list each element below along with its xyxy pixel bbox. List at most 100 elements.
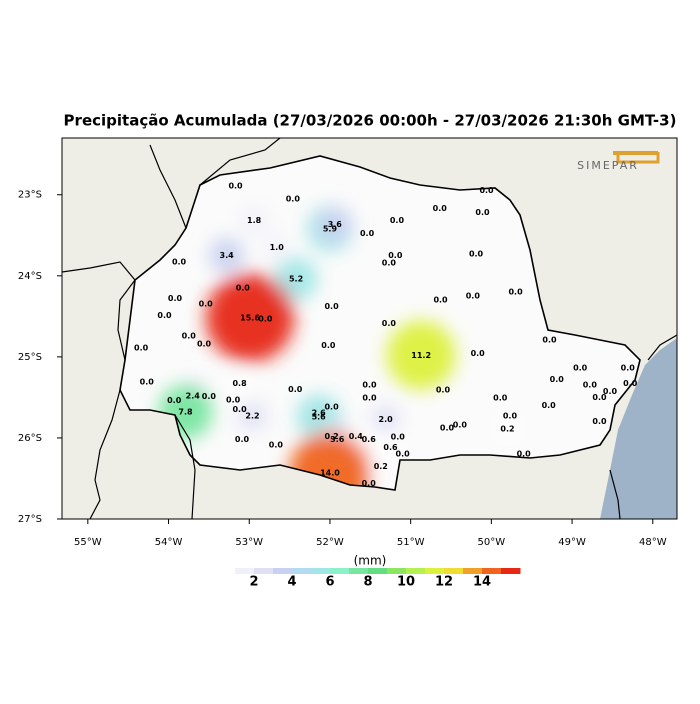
station-value: 0.0 (182, 331, 197, 340)
station-value: 3.6 (328, 220, 343, 229)
station-value: 0.6 (362, 435, 377, 444)
station-value: 0.0 (288, 385, 303, 394)
station-value: 7.8 (178, 407, 193, 416)
station-value: 3.6 (330, 435, 345, 444)
station-value: 0.2 (324, 432, 338, 441)
colorbar-swatch (216, 568, 236, 574)
x-tick-label: 49°W (558, 537, 586, 548)
precip-blob (274, 257, 318, 301)
station-value: 0.0 (573, 364, 588, 373)
x-tick-label: 50°W (478, 537, 506, 548)
x-tick-label: 51°W (397, 537, 425, 548)
precip-blob (289, 431, 371, 490)
precip-blob (227, 371, 252, 396)
x-tick-label: 55°W (74, 537, 102, 548)
station-value: 0.0 (197, 339, 212, 348)
station-value: 0.0 (226, 395, 241, 404)
x-tick-label: 54°W (155, 537, 183, 548)
station-value: 0.0 (592, 393, 607, 402)
logo-mark (616, 152, 660, 164)
station-value: 0.0 (440, 424, 455, 433)
logo-text: SIMEPAR (577, 159, 639, 172)
station-value: 0.0 (286, 194, 301, 203)
precip-blob (371, 404, 401, 434)
precip-blob (237, 401, 268, 431)
precip-blob (370, 455, 392, 477)
station-value: 0.0 (453, 420, 468, 429)
station-value: 5.9 (323, 224, 338, 233)
station-value: 0.0 (324, 302, 339, 311)
frame (61, 137, 678, 520)
station-value: 0.0 (382, 319, 397, 328)
station-value: 0.0 (321, 341, 336, 350)
station-value: 0.0 (542, 335, 557, 344)
station-value: 0.0 (592, 417, 607, 426)
colorbar-swatch (406, 568, 426, 574)
station-value: 0.0 (621, 364, 636, 373)
station-value: 0.6 (383, 443, 398, 452)
station-value: 0.0 (479, 186, 494, 195)
station-value: 0.0 (258, 314, 273, 323)
precip-blob (386, 320, 456, 390)
colorbar-swatch (254, 568, 274, 574)
station-value: 5.6 (312, 412, 327, 421)
colorbar-swatch (444, 568, 464, 574)
station-value: 0.0 (503, 412, 518, 421)
station-value: 0.0 (228, 181, 243, 190)
y-tick-label: 26°S (18, 433, 42, 444)
colorbar-tick-label: 6 (325, 575, 334, 590)
precip-shading (158, 205, 518, 490)
station-labels: 0.00.01.85.93.61.03.40.05.20.00.00.00.0 1… (132, 130, 637, 488)
colorbar-swatch (235, 568, 255, 574)
station-value: 11.2 (411, 351, 431, 360)
map-area: 0.00.01.85.93.61.03.40.05.20.00.00.00.0 1… (62, 130, 677, 519)
logo: SIMEPAR (577, 151, 660, 172)
station-value: 0.0 (362, 381, 377, 390)
colorbar-tick-label: 2 (249, 575, 258, 590)
station-value: 0.0 (174, 130, 189, 139)
colorbar-swatch (349, 568, 369, 574)
station-value: 0.0 (469, 249, 484, 258)
y-tick-label: 27°S (18, 514, 42, 525)
colorbar-swatch (501, 568, 521, 574)
precip-blob (379, 436, 402, 459)
station-value: 14.0 (320, 468, 340, 477)
station-value: 0.0 (493, 394, 508, 403)
precip-blob (316, 206, 353, 243)
station-value: 0.8 (232, 379, 247, 388)
station-value: 0.0 (436, 386, 451, 395)
station-value: 1.8 (247, 216, 262, 225)
station-value: 0.0 (382, 258, 397, 267)
station-value: 0.0 (542, 401, 557, 410)
x-tick-label: 52°W (316, 537, 344, 548)
station-value: 0.2 (500, 425, 514, 434)
station-value: 0.0 (134, 343, 149, 352)
colorbar-swatch (273, 568, 293, 574)
station-value: 0.0 (583, 381, 598, 390)
station-value: 0.0 (390, 216, 405, 225)
station-value: 2.0 (379, 415, 394, 424)
colorbar: 2 4 6 8 10 12 14 (216, 568, 521, 590)
colorbar-tick-label: 10 (397, 575, 415, 590)
colorbar-swatch (482, 568, 502, 574)
station-value: 0.0 (517, 450, 532, 459)
station-value: 0.0 (433, 204, 448, 213)
station-value: 0.0 (140, 378, 155, 387)
station-value: 0.0 (433, 296, 448, 305)
station-value: 0.0 (550, 375, 565, 384)
station-value: 3.4 (220, 251, 235, 260)
station-value: 0.0 (471, 349, 486, 358)
colorbar-tick-label: 8 (363, 575, 372, 590)
logo-bar (613, 151, 658, 155)
colorbar-swatch (425, 568, 445, 574)
colorbar-swatch (368, 568, 388, 574)
y-tick-label: 25°S (18, 352, 42, 363)
station-value: 0.4 (349, 432, 364, 441)
colorbar-tick-label: 12 (435, 575, 453, 590)
precip-blob (240, 206, 269, 235)
precip-blob (357, 428, 381, 451)
x-tick-label: 53°W (235, 537, 263, 548)
station-value: 0.0 (508, 288, 523, 297)
station-value: 0.0 (235, 435, 250, 444)
